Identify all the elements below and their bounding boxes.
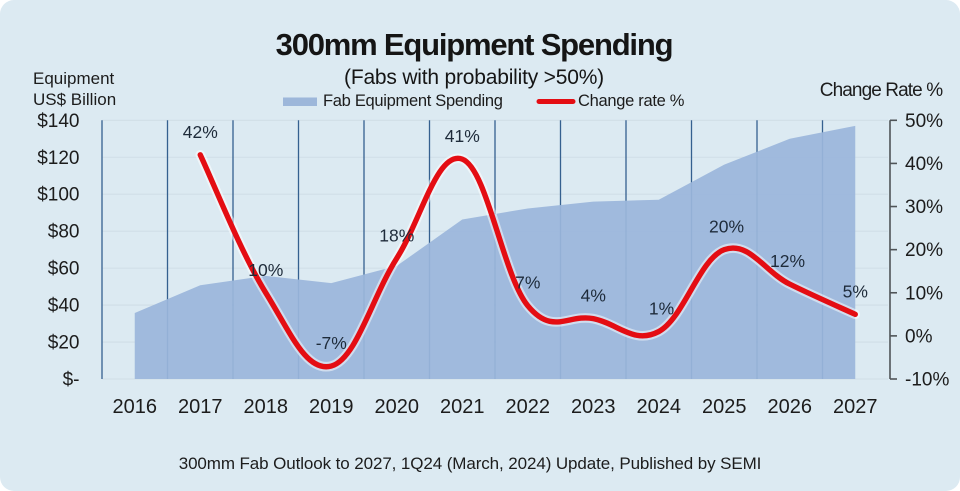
svg-text:Change rate %: Change rate % bbox=[578, 92, 685, 110]
svg-text:$-: $- bbox=[63, 370, 80, 391]
svg-text:0%: 0% bbox=[905, 326, 933, 347]
svg-text:50%: 50% bbox=[905, 111, 943, 132]
svg-text:Change Rate %: Change Rate % bbox=[820, 80, 943, 101]
svg-text:18%: 18% bbox=[379, 225, 414, 245]
svg-text:2025: 2025 bbox=[702, 396, 747, 418]
svg-text:300mm Fab Outlook to 2027, 1Q2: 300mm Fab Outlook to 2027, 1Q24 (March, … bbox=[179, 454, 762, 473]
svg-text:-10%: -10% bbox=[905, 370, 949, 391]
svg-text:41%: 41% bbox=[445, 126, 480, 146]
svg-text:2018: 2018 bbox=[244, 396, 289, 418]
svg-text:30%: 30% bbox=[905, 197, 943, 218]
svg-text:2021: 2021 bbox=[440, 396, 485, 418]
svg-text:2026: 2026 bbox=[768, 396, 813, 418]
svg-text:$80: $80 bbox=[48, 222, 80, 243]
svg-text:$60: $60 bbox=[48, 259, 80, 280]
svg-text:2024: 2024 bbox=[637, 396, 682, 418]
svg-text:10%: 10% bbox=[905, 283, 943, 304]
svg-text:2016: 2016 bbox=[113, 396, 158, 418]
svg-text:$40: $40 bbox=[48, 296, 80, 317]
svg-text:-7%: -7% bbox=[316, 333, 347, 353]
svg-text:20%: 20% bbox=[905, 240, 943, 261]
svg-text:4%: 4% bbox=[581, 286, 606, 306]
svg-text:5%: 5% bbox=[843, 281, 868, 301]
svg-text:7%: 7% bbox=[515, 273, 540, 293]
svg-text:40%: 40% bbox=[905, 154, 943, 175]
svg-text:12%: 12% bbox=[770, 251, 805, 271]
svg-text:1%: 1% bbox=[649, 299, 674, 319]
svg-text:2019: 2019 bbox=[309, 396, 354, 418]
svg-text:$120: $120 bbox=[37, 148, 79, 169]
svg-text:300mm Equipment Spending: 300mm Equipment Spending bbox=[276, 27, 673, 62]
svg-text:$100: $100 bbox=[37, 185, 79, 206]
svg-text:2027: 2027 bbox=[833, 396, 878, 418]
svg-text:42%: 42% bbox=[183, 122, 218, 142]
svg-text:2017: 2017 bbox=[178, 396, 223, 418]
svg-text:2022: 2022 bbox=[506, 396, 551, 418]
svg-text:2023: 2023 bbox=[571, 396, 616, 418]
svg-text:Equipment: Equipment bbox=[33, 69, 115, 88]
svg-text:10%: 10% bbox=[248, 260, 283, 280]
svg-text:(Fabs with probability >50%): (Fabs with probability >50%) bbox=[344, 66, 604, 89]
svg-text:US$ Billion: US$ Billion bbox=[33, 90, 116, 109]
svg-text:20%: 20% bbox=[709, 217, 744, 237]
svg-text:2020: 2020 bbox=[375, 396, 420, 418]
svg-text:Fab Equipment Spending: Fab Equipment Spending bbox=[323, 92, 503, 110]
svg-text:$20: $20 bbox=[48, 333, 80, 354]
svg-text:$140: $140 bbox=[37, 111, 79, 132]
